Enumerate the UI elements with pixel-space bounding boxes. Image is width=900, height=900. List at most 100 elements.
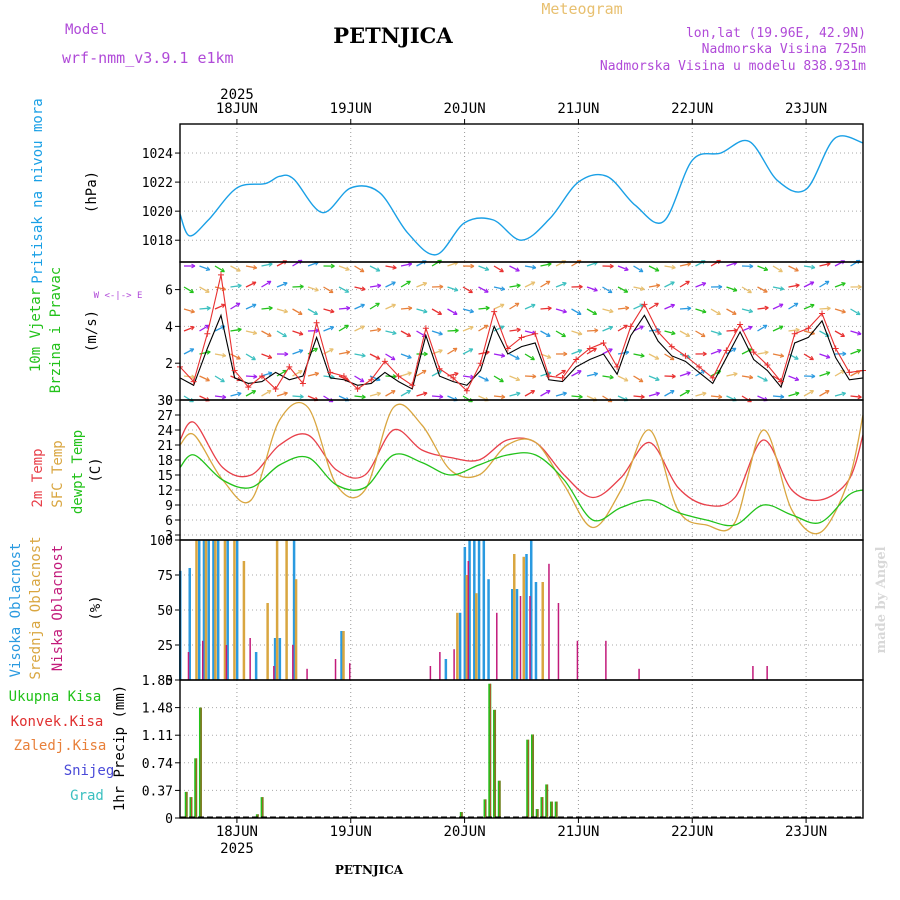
wind-arrow-head — [531, 303, 536, 309]
wind-arrow-head — [407, 354, 412, 359]
wind-arrow — [803, 304, 815, 310]
wind-arrow — [261, 389, 272, 397]
wind-speed-marker — [286, 363, 293, 370]
wind-arrow-head — [499, 377, 504, 383]
precip-conv-bar — [527, 739, 529, 818]
wind-speed-marker — [354, 385, 361, 392]
wind-arrow-head — [562, 391, 567, 397]
wind-arrow-head — [515, 376, 521, 382]
wind-arrow-head — [640, 394, 645, 400]
precip-panel: Ukupna Kisa Konvek.Kisa Zaledj.Kisa Snijeg G… — [9, 674, 863, 827]
wind-arrow — [788, 284, 800, 288]
cloud-bar — [235, 540, 239, 680]
wind-arrow-head — [499, 325, 505, 330]
wind-speed-marker — [641, 301, 648, 308]
panel-frame — [179, 399, 864, 541]
wind-arrow — [385, 330, 397, 335]
wind-arrow — [276, 282, 288, 288]
wind-arrow-head — [671, 330, 676, 336]
precip-legend-item: Grad — [70, 788, 104, 804]
wind-arrow — [354, 375, 365, 383]
wind-arrow-head — [654, 267, 660, 272]
top-day-label: 20JUN — [444, 101, 486, 117]
wind-arrow-head — [190, 325, 195, 331]
wind-arrow — [834, 308, 846, 313]
wind-arrow-head — [824, 280, 830, 286]
wind-arrow-head — [251, 390, 257, 395]
wind-arrow-head — [205, 288, 210, 293]
cloud-bar — [605, 640, 607, 680]
precip-conv-bar — [186, 791, 188, 818]
cloud-bar — [458, 612, 462, 680]
precip-conv-bar — [190, 797, 193, 818]
wind-arrow-head — [253, 374, 258, 379]
wind-arrow-head — [747, 288, 752, 294]
wind-speed-marker — [778, 378, 785, 385]
wind-speed-marker — [559, 374, 566, 381]
wind-arrow-head — [484, 377, 489, 382]
wind-arrow — [772, 303, 784, 310]
cloud-bar — [292, 645, 294, 680]
wind-arrow — [757, 307, 769, 310]
wind-speed-marker — [832, 345, 839, 352]
wind-arrow-head — [189, 348, 195, 353]
cloud-unit: (%) — [88, 595, 104, 620]
wind-arrow — [199, 307, 211, 310]
y-tick-label: 1.11 — [142, 729, 173, 744]
wind-arrow-head — [501, 394, 506, 400]
wind-arrow-head — [577, 370, 582, 375]
wind-arrow — [540, 280, 551, 288]
coords-text: lon,lat (19.96E, 42.9N) — [686, 26, 866, 41]
wind-arrow-head — [268, 305, 273, 311]
wind-arrow-head — [206, 350, 211, 355]
wind-arrow-head — [392, 264, 397, 270]
y-tick-label: 25 — [157, 639, 173, 654]
wind-arrow-head — [439, 394, 444, 400]
wind-arrow — [462, 348, 474, 355]
wind-speed-marker — [819, 310, 826, 317]
cloud-bars — [179, 540, 768, 680]
bottom-day-labels: 18JUN 19JUN 20JUN 21JUN 22JUN 23JUN — [216, 824, 827, 840]
wind-arrow-head — [375, 267, 381, 272]
wind-arrow — [369, 265, 381, 272]
wind-arrow-head — [624, 266, 629, 272]
wind-speed-marker — [737, 321, 744, 328]
mid-cloud-ylabel: Srednja Oblacnost — [28, 536, 44, 679]
wind-arrow-head — [593, 371, 599, 377]
precip-conv-bar — [541, 797, 544, 818]
wind-arrow — [292, 349, 304, 355]
cloud-bar — [212, 540, 215, 680]
cloud-bar — [511, 589, 514, 680]
wind-arrow — [431, 330, 443, 336]
cloud-bar — [188, 568, 191, 680]
wind-speed-marker — [368, 376, 375, 383]
cloud-bar — [766, 666, 768, 680]
wind-arrow — [183, 348, 195, 355]
wind-speed-marker — [668, 343, 675, 350]
wind-arrow-head — [748, 308, 754, 314]
cloud-bar — [557, 603, 560, 680]
wind-arrow — [695, 330, 706, 338]
wind-arrow — [478, 286, 489, 293]
wind-speed-marker — [573, 356, 580, 363]
wind-arrow — [757, 324, 768, 332]
wind-arrow-head — [732, 287, 738, 292]
wind-arrow-head — [298, 331, 304, 336]
wind-arrow-head — [687, 306, 692, 311]
wind-arrow — [338, 324, 349, 332]
wind-arrow-head — [499, 267, 504, 273]
y-tick-label: 50 — [157, 604, 173, 619]
wind-arrow-head — [779, 353, 785, 358]
wind-arrow — [431, 308, 442, 316]
wind-arrow-head — [235, 302, 241, 307]
wind-arrow — [261, 372, 273, 377]
wind-arrow — [524, 330, 536, 335]
wind-arrow-head — [811, 373, 816, 379]
wind-arrow — [602, 326, 613, 332]
wind-arrow-head — [252, 330, 258, 336]
wind-arrow-head — [298, 310, 303, 315]
cloud-bar — [201, 640, 204, 680]
wind-arrow-head — [809, 389, 815, 395]
wind-arrow — [850, 308, 861, 316]
wind-arrow-head — [764, 350, 769, 356]
